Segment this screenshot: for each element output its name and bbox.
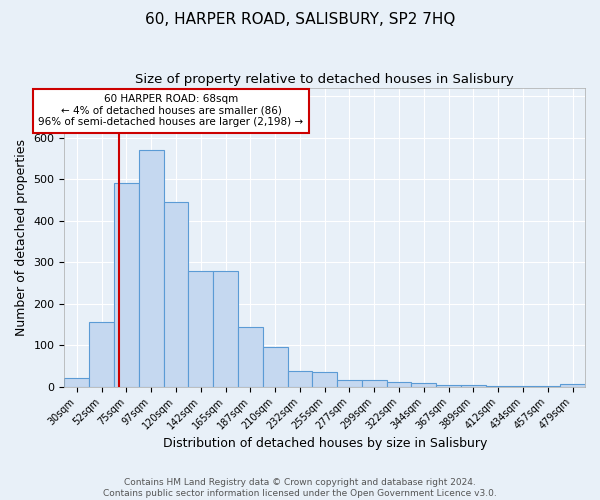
X-axis label: Distribution of detached houses by size in Salisbury: Distribution of detached houses by size … <box>163 437 487 450</box>
Bar <box>263 348 287 387</box>
Text: 60 HARPER ROAD: 68sqm
← 4% of detached houses are smaller (86)
96% of semi-detac: 60 HARPER ROAD: 68sqm ← 4% of detached h… <box>38 94 304 128</box>
Bar <box>64 378 89 386</box>
Bar <box>386 382 412 386</box>
Bar <box>412 384 436 386</box>
Bar <box>436 384 461 386</box>
Bar <box>461 385 486 386</box>
Text: 60, HARPER ROAD, SALISBURY, SP2 7HQ: 60, HARPER ROAD, SALISBURY, SP2 7HQ <box>145 12 455 28</box>
Bar <box>164 202 188 386</box>
Bar <box>188 272 213 386</box>
Bar <box>139 150 164 386</box>
Bar <box>114 184 139 386</box>
Bar <box>238 326 263 386</box>
Bar <box>313 372 337 386</box>
Bar <box>287 371 313 386</box>
Text: Contains HM Land Registry data © Crown copyright and database right 2024.
Contai: Contains HM Land Registry data © Crown c… <box>103 478 497 498</box>
Bar <box>213 272 238 386</box>
Bar <box>362 380 386 386</box>
Bar <box>89 322 114 386</box>
Y-axis label: Number of detached properties: Number of detached properties <box>15 139 28 336</box>
Bar <box>560 384 585 386</box>
Title: Size of property relative to detached houses in Salisbury: Size of property relative to detached ho… <box>136 72 514 86</box>
Bar <box>337 380 362 386</box>
